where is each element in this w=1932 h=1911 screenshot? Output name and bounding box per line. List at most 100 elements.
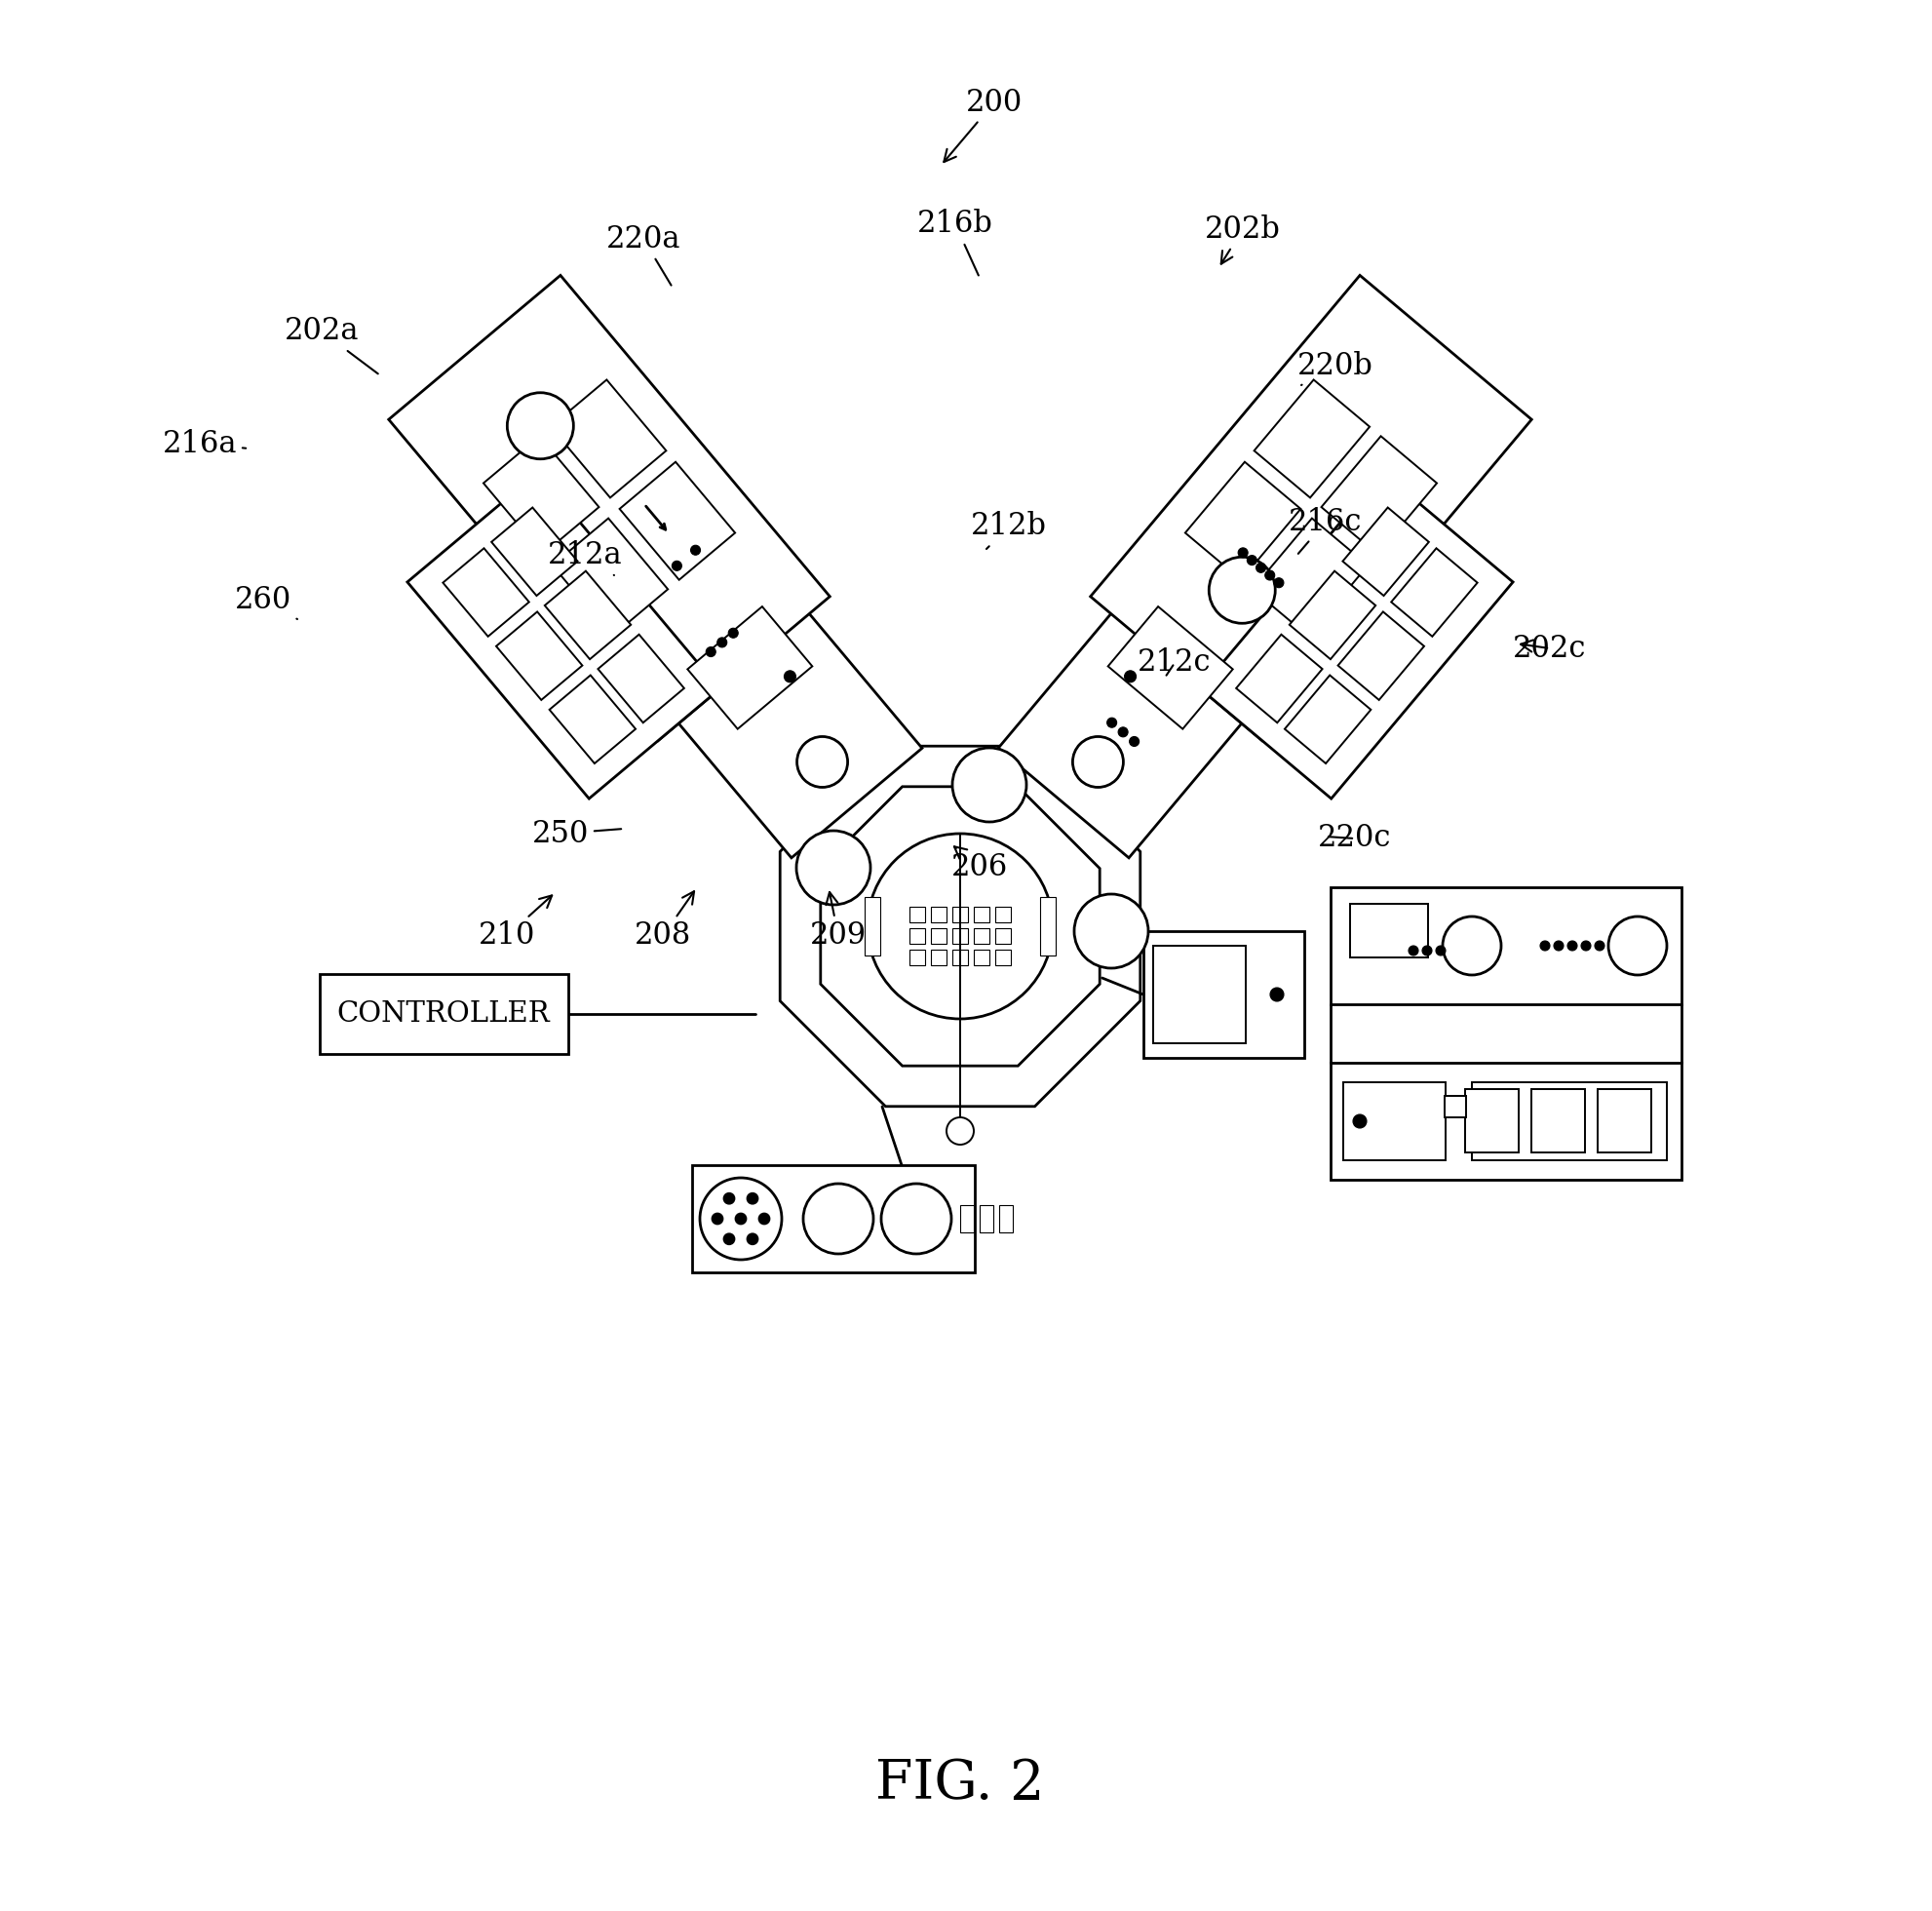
Circle shape [705, 648, 715, 657]
Bar [1337, 612, 1424, 699]
Circle shape [796, 831, 869, 904]
Circle shape [690, 545, 699, 554]
Bar [620, 462, 734, 579]
Circle shape [881, 1183, 951, 1254]
Text: 250: 250 [531, 818, 620, 848]
Circle shape [724, 1235, 734, 1244]
Bar [931, 906, 947, 923]
Bar [688, 606, 811, 728]
Bar [974, 906, 989, 923]
Circle shape [1246, 556, 1256, 566]
Circle shape [759, 1213, 769, 1223]
Bar [1236, 634, 1321, 722]
Circle shape [1128, 736, 1138, 747]
Text: 216b: 216b [918, 208, 993, 275]
Bar [1090, 275, 1530, 741]
Circle shape [947, 1118, 974, 1145]
Bar [1184, 462, 1300, 579]
Text: 220a: 220a [607, 224, 680, 285]
Circle shape [952, 747, 1026, 822]
Bar [1343, 1082, 1445, 1160]
Bar [549, 675, 636, 764]
Circle shape [672, 562, 682, 571]
Bar [1464, 1089, 1517, 1152]
Text: 209: 209 [810, 892, 866, 952]
Text: FIG. 2: FIG. 2 [875, 1758, 1043, 1812]
Bar [1391, 548, 1476, 636]
Text: 200: 200 [943, 88, 1022, 162]
Bar [1343, 508, 1428, 596]
Bar [974, 950, 989, 965]
Circle shape [1441, 917, 1501, 975]
Circle shape [867, 833, 1053, 1019]
Circle shape [1208, 556, 1275, 623]
Circle shape [699, 1177, 781, 1259]
Circle shape [1422, 946, 1432, 956]
Circle shape [748, 1194, 757, 1204]
Circle shape [1352, 1114, 1366, 1127]
Bar [319, 975, 568, 1055]
Text: 202a: 202a [284, 317, 379, 375]
Text: 202c: 202c [1513, 633, 1586, 663]
Bar [442, 548, 529, 636]
Bar [1321, 436, 1435, 554]
Bar [1530, 1089, 1584, 1152]
Circle shape [804, 1183, 873, 1254]
Circle shape [1072, 736, 1122, 787]
Bar [999, 1206, 1012, 1233]
Bar [1329, 887, 1681, 1005]
Bar [997, 516, 1321, 858]
Bar [1252, 518, 1368, 636]
Bar [908, 950, 925, 965]
Bar [995, 929, 1010, 944]
Bar [995, 950, 1010, 965]
Circle shape [1607, 917, 1665, 975]
Circle shape [1567, 940, 1577, 950]
Bar [952, 950, 968, 965]
Bar [553, 518, 668, 636]
Bar [931, 950, 947, 965]
Circle shape [1553, 940, 1563, 950]
Circle shape [1435, 946, 1445, 956]
Text: 220b: 220b [1296, 350, 1374, 386]
Bar [1349, 904, 1428, 957]
Bar [491, 508, 578, 596]
Polygon shape [781, 745, 1140, 1106]
Bar [908, 906, 925, 923]
Circle shape [1594, 940, 1604, 950]
Text: 210: 210 [479, 896, 553, 952]
Bar [551, 380, 667, 497]
Bar [545, 571, 630, 659]
Text: 212c: 212c [1138, 648, 1211, 678]
Bar [483, 436, 599, 554]
Circle shape [1107, 719, 1117, 728]
Bar [1470, 1082, 1665, 1160]
Bar [1151, 946, 1244, 1043]
Circle shape [748, 1235, 757, 1244]
Bar [952, 906, 968, 923]
Bar [1596, 1089, 1650, 1152]
Bar [952, 929, 968, 944]
Circle shape [1256, 564, 1265, 573]
Circle shape [784, 671, 796, 682]
Bar [1289, 571, 1376, 659]
Text: 212b: 212b [970, 512, 1047, 548]
Bar [1329, 1063, 1681, 1179]
Bar [388, 275, 829, 741]
Bar [597, 516, 922, 858]
Circle shape [724, 1194, 734, 1204]
Text: 220c: 220c [1318, 824, 1391, 854]
Circle shape [1269, 988, 1283, 1001]
Bar [1142, 931, 1302, 1059]
Bar [597, 634, 684, 722]
Circle shape [1540, 940, 1549, 950]
Bar [960, 1206, 974, 1233]
Bar [1107, 606, 1233, 728]
Bar [864, 896, 879, 956]
Circle shape [796, 736, 848, 787]
Bar [408, 472, 719, 799]
Text: 216c: 216c [1289, 506, 1362, 554]
Circle shape [736, 1213, 746, 1223]
Bar [692, 1166, 974, 1273]
Circle shape [1273, 577, 1283, 589]
